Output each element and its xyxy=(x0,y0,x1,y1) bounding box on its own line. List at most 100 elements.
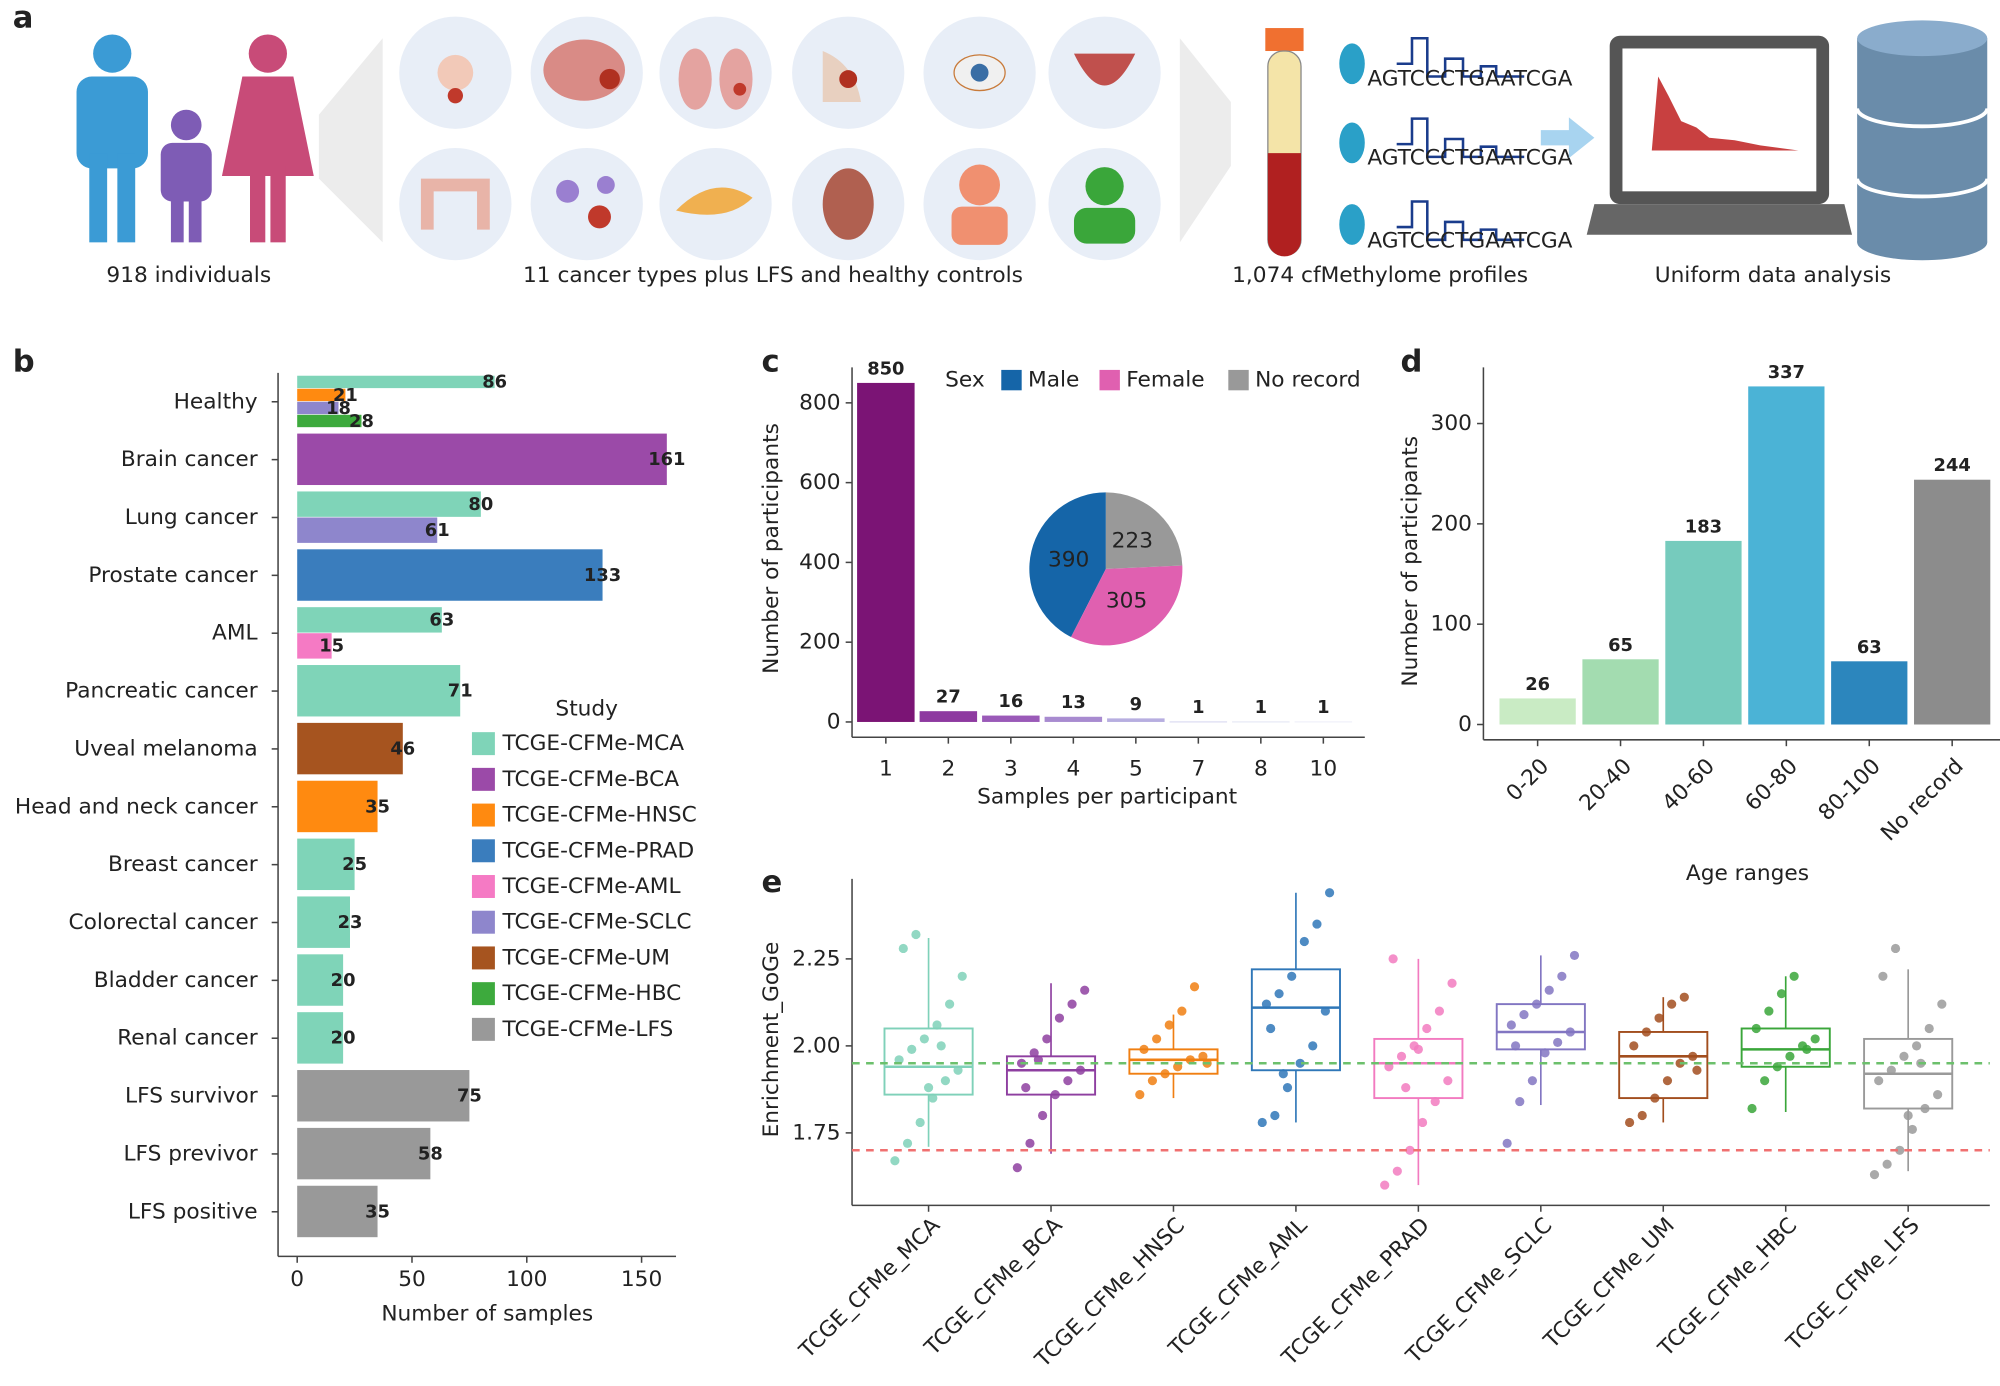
x-tick-label: 5 xyxy=(1129,757,1143,782)
value-label: 15 xyxy=(319,636,344,657)
point xyxy=(1924,1023,1934,1034)
value-label: 27 xyxy=(936,687,961,708)
point xyxy=(1903,1110,1913,1121)
point xyxy=(1532,999,1542,1009)
point xyxy=(919,1034,929,1044)
legend-swatch xyxy=(471,839,495,863)
bar xyxy=(297,665,461,717)
value-label: 183 xyxy=(1685,516,1722,537)
value-label: 13 xyxy=(1061,692,1086,713)
bar xyxy=(982,715,1040,722)
value-label: 18 xyxy=(326,398,351,419)
point xyxy=(1434,1006,1445,1016)
sequence: AGTCCCTGAATCGA xyxy=(1367,67,1572,92)
point xyxy=(1257,1117,1267,1128)
point xyxy=(1544,985,1554,995)
value-label: 25 xyxy=(342,854,367,875)
point xyxy=(1042,1034,1052,1044)
y-tick-label: Lung cancer xyxy=(125,505,258,530)
x-tick-label: 4 xyxy=(1066,757,1080,782)
point xyxy=(1764,1006,1774,1016)
x-tick-label: TCGE_CFMe_UM xyxy=(1539,1213,1680,1354)
x-tick-label: No record xyxy=(1876,754,1968,846)
value-label: 20 xyxy=(331,1028,356,1049)
connector xyxy=(1179,38,1231,243)
bar xyxy=(297,388,346,402)
point xyxy=(1189,982,1200,992)
bar xyxy=(1169,721,1228,723)
bar xyxy=(1582,659,1659,725)
legend-swatch xyxy=(1001,369,1022,391)
caption: 918 individuals xyxy=(106,263,271,288)
x-tick-label: 150 xyxy=(621,1267,662,1292)
point xyxy=(1553,1037,1563,1047)
bar xyxy=(1748,386,1825,725)
y-tick-label: 2.25 xyxy=(792,946,840,971)
x-axis-label: Number of samples xyxy=(381,1301,593,1326)
value-label: 80 xyxy=(468,494,493,515)
point xyxy=(1886,1065,1896,1075)
legend-swatch xyxy=(471,946,495,970)
point xyxy=(1899,1051,1909,1061)
point xyxy=(1274,989,1284,999)
point xyxy=(1396,1051,1407,1061)
point xyxy=(1380,1180,1390,1190)
point xyxy=(940,1076,951,1086)
point xyxy=(1413,1044,1423,1054)
bar xyxy=(297,549,603,601)
y-tick-label: 400 xyxy=(799,550,840,575)
value-label: 86 xyxy=(482,372,507,393)
point xyxy=(1629,1041,1639,1051)
value-label: 63 xyxy=(1857,637,1882,658)
value-label: 850 xyxy=(867,358,904,379)
y-tick-label: 0 xyxy=(1458,712,1472,737)
point xyxy=(1299,936,1309,947)
point xyxy=(1160,1069,1170,1079)
point xyxy=(1422,1023,1432,1034)
x-tick-label: 1 xyxy=(879,757,893,782)
point xyxy=(907,1044,917,1054)
point xyxy=(1282,1083,1293,1093)
legend-swatch xyxy=(471,1017,495,1041)
legend-swatch xyxy=(471,875,495,898)
point xyxy=(1637,1110,1647,1121)
point xyxy=(1405,1145,1415,1155)
y-tick-label: 2.00 xyxy=(792,1033,840,1058)
y-axis-label: Number of participants xyxy=(1398,436,1423,687)
point xyxy=(953,1065,963,1075)
value-label: 337 xyxy=(1768,362,1805,383)
legend-label: No record xyxy=(1255,368,1361,393)
legend-label: TCGE-CFMe-PRAD xyxy=(502,838,695,863)
value-label: 35 xyxy=(365,1201,390,1222)
point xyxy=(1625,1117,1635,1128)
x-tick-label: 20-40 xyxy=(1575,754,1637,816)
y-tick-label: Uveal melanoma xyxy=(74,736,257,761)
pie-slice xyxy=(1071,565,1183,646)
panel-label: c xyxy=(761,345,779,380)
value-label: 23 xyxy=(338,912,363,933)
y-tick-label: 800 xyxy=(799,390,840,415)
bar xyxy=(1044,716,1103,722)
legend-swatch xyxy=(1099,369,1120,391)
point xyxy=(1447,978,1457,988)
laptop xyxy=(1586,35,1853,235)
point xyxy=(1295,1058,1305,1068)
point xyxy=(1890,943,1901,954)
y-tick-label: Breast cancer xyxy=(108,852,258,877)
x-tick-label: TCGE_CFMe_HBC xyxy=(1653,1213,1802,1362)
legend-swatch xyxy=(471,767,495,791)
caption: Uniform data analysis xyxy=(1655,263,1891,288)
pie-label: 305 xyxy=(1106,589,1147,614)
y-tick-label: AML xyxy=(212,621,258,646)
bar xyxy=(297,722,403,775)
point xyxy=(1869,1170,1880,1180)
point xyxy=(1776,989,1787,999)
point xyxy=(1152,1034,1162,1044)
bar xyxy=(297,517,438,543)
point xyxy=(1147,1076,1158,1086)
point xyxy=(1650,1093,1660,1103)
y-tick-label: Brain cancer xyxy=(121,447,258,472)
legend-label: TCGE-CFMe-BCA xyxy=(502,767,680,792)
point xyxy=(1135,1090,1145,1100)
